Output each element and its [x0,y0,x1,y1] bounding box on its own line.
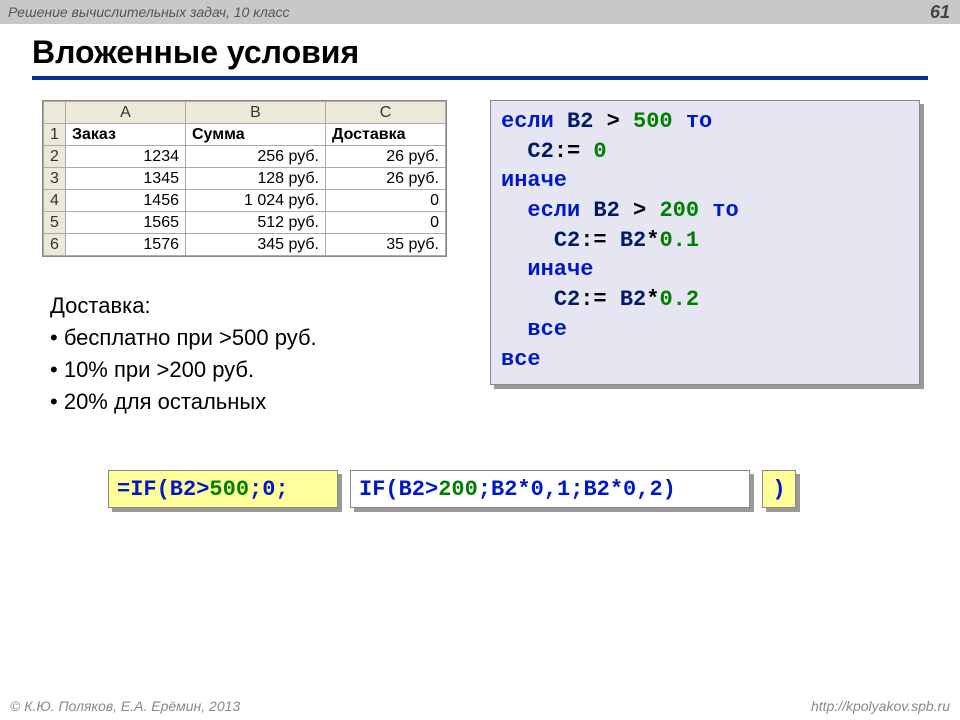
table-row: 3 1345 128 руб. 26 руб. [44,168,446,190]
op-star: * [646,228,659,253]
col-header-A: A [66,102,186,124]
formula-inner: IF(B2>200;B2*0,1;B2*0,2) [350,470,750,508]
cell: 1234 [66,146,186,168]
cell: Доставка [326,124,446,146]
footer-left: © К.Ю. Поляков, Е.А. Ерёмин, 2013 [10,698,240,714]
cell: 0 [326,190,446,212]
formula-text: ;0; [249,477,289,502]
rule-item: 20% для остальных [50,386,317,418]
col-header-B: B [186,102,326,124]
num-200: 200 [659,198,699,223]
formula-text: =IF(B2> [117,477,209,502]
formula-text: ;B2*0,1;B2*0,2) [478,477,676,502]
formula-text: IF(B2> [359,477,438,502]
title-rule [32,76,928,80]
cell: 128 руб. [186,168,326,190]
row-header: 1 [44,124,66,146]
cell: 345 руб. [186,234,326,256]
formula-num: 500 [209,477,249,502]
row-header: 2 [44,146,66,168]
op-gt: > [607,109,620,134]
row-header: 5 [44,212,66,234]
var-b2: B2 [620,287,646,312]
rules-heading: Доставка: [50,290,317,322]
op-assign: := [554,139,580,164]
rule-item: бесплатно при >500 руб. [50,322,317,354]
cell: 26 руб. [326,146,446,168]
page-title: Вложенные условия [32,34,359,71]
cell: 1345 [66,168,186,190]
op-gt: > [633,198,646,223]
formula-row: =IF(B2>500;0; IF(B2>200;B2*0,1;B2*0,2) ) [108,470,888,512]
cell: 512 руб. [186,212,326,234]
cell: Заказ [66,124,186,146]
kw-else: иначе [501,168,567,193]
var-b2: B2 [567,109,593,134]
table-row: 6 1576 345 руб. 35 руб. [44,234,446,256]
op-star: * [646,287,659,312]
course-line: Решение вычислительных задач, 10 класс [8,4,290,20]
row-header: 4 [44,190,66,212]
pseudocode-box: если B2 > 500 то C2:= 0 иначе если B2 > … [490,100,920,385]
rule-item: 10% при >200 руб. [50,354,317,386]
cell: 1456 [66,190,186,212]
spreadsheet: A B C 1 Заказ Сумма Доставка 2 1234 256 … [42,100,447,257]
rules-block: Доставка: бесплатно при >500 руб. 10% пр… [50,290,317,418]
table-row: 4 1456 1 024 руб. 0 [44,190,446,212]
op-assign: := [580,228,606,253]
course-bar: Решение вычислительных задач, 10 класс [0,0,960,24]
kw-then: то [686,109,712,134]
formula-outer-left: =IF(B2>500;0; [108,470,338,508]
formula-text: ) [772,477,785,502]
cell: 35 руб. [326,234,446,256]
kw-else: иначе [527,257,593,282]
cell: 1576 [66,234,186,256]
op-assign: := [580,287,606,312]
kw-if: если [527,198,580,223]
col-header-C: C [326,102,446,124]
cell: 256 руб. [186,146,326,168]
page-number: 61 [930,2,950,23]
kw-end: все [501,347,541,372]
footer-right: http://kpolyakov.spb.ru [811,698,950,714]
formula-num: 200 [438,477,478,502]
var-c2: C2 [554,287,580,312]
num-01: 0.1 [659,228,699,253]
slide: Решение вычислительных задач, 10 класс 6… [0,0,960,720]
var-b2: B2 [593,198,619,223]
sheet-corner [44,102,66,124]
sheet-table: A B C 1 Заказ Сумма Доставка 2 1234 256 … [43,101,446,256]
var-c2: C2 [527,139,553,164]
kw-if: если [501,109,554,134]
table-row: 5 1565 512 руб. 0 [44,212,446,234]
row-header: 6 [44,234,66,256]
cell: 26 руб. [326,168,446,190]
cell: Сумма [186,124,326,146]
var-c2: C2 [554,228,580,253]
row-header: 3 [44,168,66,190]
cell: 0 [326,212,446,234]
var-b2: B2 [620,228,646,253]
formula-outer-right: ) [762,470,796,508]
table-row: 1 Заказ Сумма Доставка [44,124,446,146]
cell: 1 024 руб. [186,190,326,212]
cell: 1565 [66,212,186,234]
kw-end: все [527,317,567,342]
table-row: 2 1234 256 руб. 26 руб. [44,146,446,168]
kw-then: то [712,198,738,223]
num-02: 0.2 [659,287,699,312]
num-500: 500 [633,109,673,134]
num-0: 0 [593,139,606,164]
